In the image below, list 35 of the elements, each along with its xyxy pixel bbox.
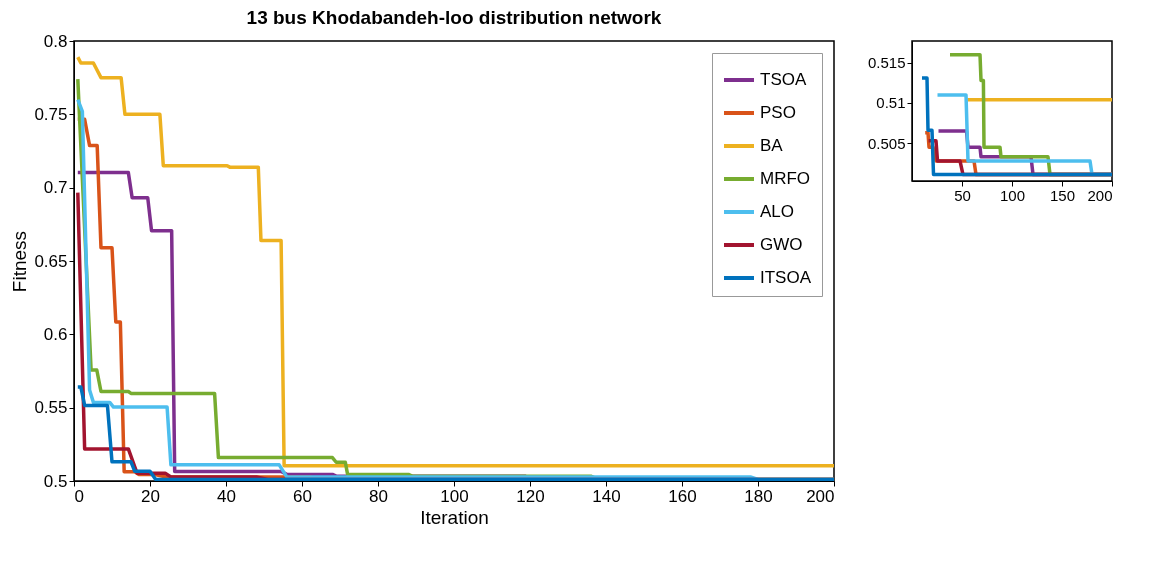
legend-label: ALO bbox=[760, 202, 795, 221]
chart-title: 13 bus Khodabandeh-loo distribution network bbox=[246, 7, 662, 28]
x-tick-label: 20 bbox=[141, 486, 160, 506]
y-tick-label: 0.8 bbox=[43, 31, 68, 51]
x-tick-label: 80 bbox=[369, 486, 388, 506]
legend-label: PSO bbox=[760, 103, 796, 122]
y-tick-label: 0.55 bbox=[34, 398, 68, 418]
x-tick-label: 140 bbox=[592, 486, 621, 506]
x-tick-label: 60 bbox=[293, 486, 312, 506]
y-tick-label: 0.65 bbox=[34, 251, 68, 271]
legend-label: GWO bbox=[760, 235, 803, 254]
y-tick-label: 0.515 bbox=[867, 54, 906, 72]
x-tick-label: 150 bbox=[1049, 186, 1076, 204]
x-tick-label: 50 bbox=[954, 186, 971, 204]
x-tick-label: 40 bbox=[217, 486, 236, 506]
x-tick-label: 0 bbox=[74, 486, 84, 506]
x-tick-label: 200 bbox=[806, 486, 835, 506]
legend-label: TSOA bbox=[760, 70, 807, 89]
legend-label: MRFO bbox=[760, 169, 811, 188]
y-tick-label: 0.75 bbox=[34, 104, 68, 124]
legend-label: BA bbox=[760, 136, 784, 155]
x-tick-label: 120 bbox=[516, 486, 545, 506]
y-tick-label: 0.505 bbox=[867, 134, 906, 152]
x-axis-title: Iteration bbox=[420, 506, 489, 528]
x-tick-label: 160 bbox=[668, 486, 697, 506]
y-tick-label: 0.7 bbox=[43, 178, 68, 198]
y-tick-label: 0.5 bbox=[43, 471, 68, 491]
x-tick-label: 100 bbox=[440, 486, 469, 506]
x-tick-label: 180 bbox=[744, 486, 773, 506]
y-tick-label: 0.51 bbox=[876, 94, 906, 112]
x-tick-label: 200 bbox=[1087, 186, 1113, 204]
legend-label: ITSOA bbox=[760, 268, 812, 287]
y-axis-title: Fitness bbox=[9, 230, 31, 293]
y-tick-label: 0.6 bbox=[43, 324, 68, 344]
x-tick-label: 100 bbox=[999, 186, 1026, 204]
